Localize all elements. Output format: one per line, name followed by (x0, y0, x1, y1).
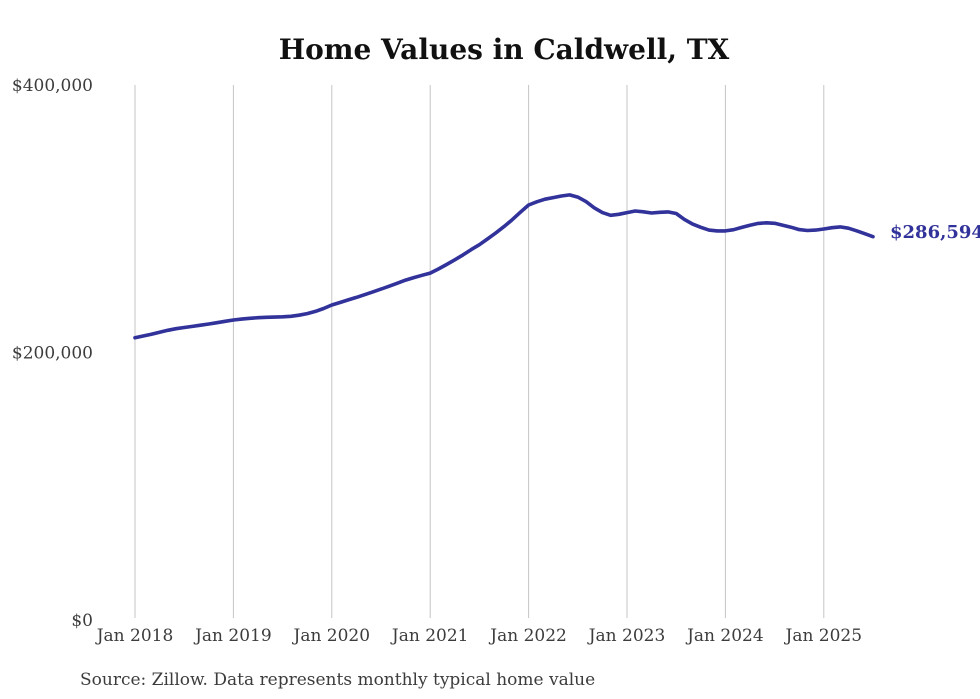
x-tick-label: Jan 2025 (784, 626, 863, 646)
x-tick-label: Jan 2020 (292, 626, 371, 646)
x-tick-label: Jan 2024 (685, 626, 764, 646)
x-tick-label: Jan 2019 (193, 626, 272, 646)
y-tick-label: $0 (71, 611, 93, 631)
x-tick-label: Jan 2023 (587, 626, 666, 646)
source-note: Source: Zillow. Data represents monthly … (80, 670, 595, 690)
y-axis-labels: $400,000 $200,000 $0 (12, 76, 93, 631)
x-axis-labels: Jan 2018 Jan 2019 Jan 2020 Jan 2021 Jan 2022… (95, 626, 862, 646)
home-value-line-series (133, 193, 875, 340)
x-tick-label: Jan 2018 (95, 626, 174, 646)
end-value-label: $286,594 (890, 222, 980, 243)
x-tick-label: Jan 2022 (488, 626, 567, 646)
x-tick-label: Jan 2021 (390, 626, 469, 646)
chart-title: Home Values in Caldwell, TX (279, 33, 730, 66)
y-tick-label: $400,000 (12, 76, 93, 96)
gridlines (134, 85, 825, 618)
y-tick-label: $200,000 (12, 344, 93, 364)
